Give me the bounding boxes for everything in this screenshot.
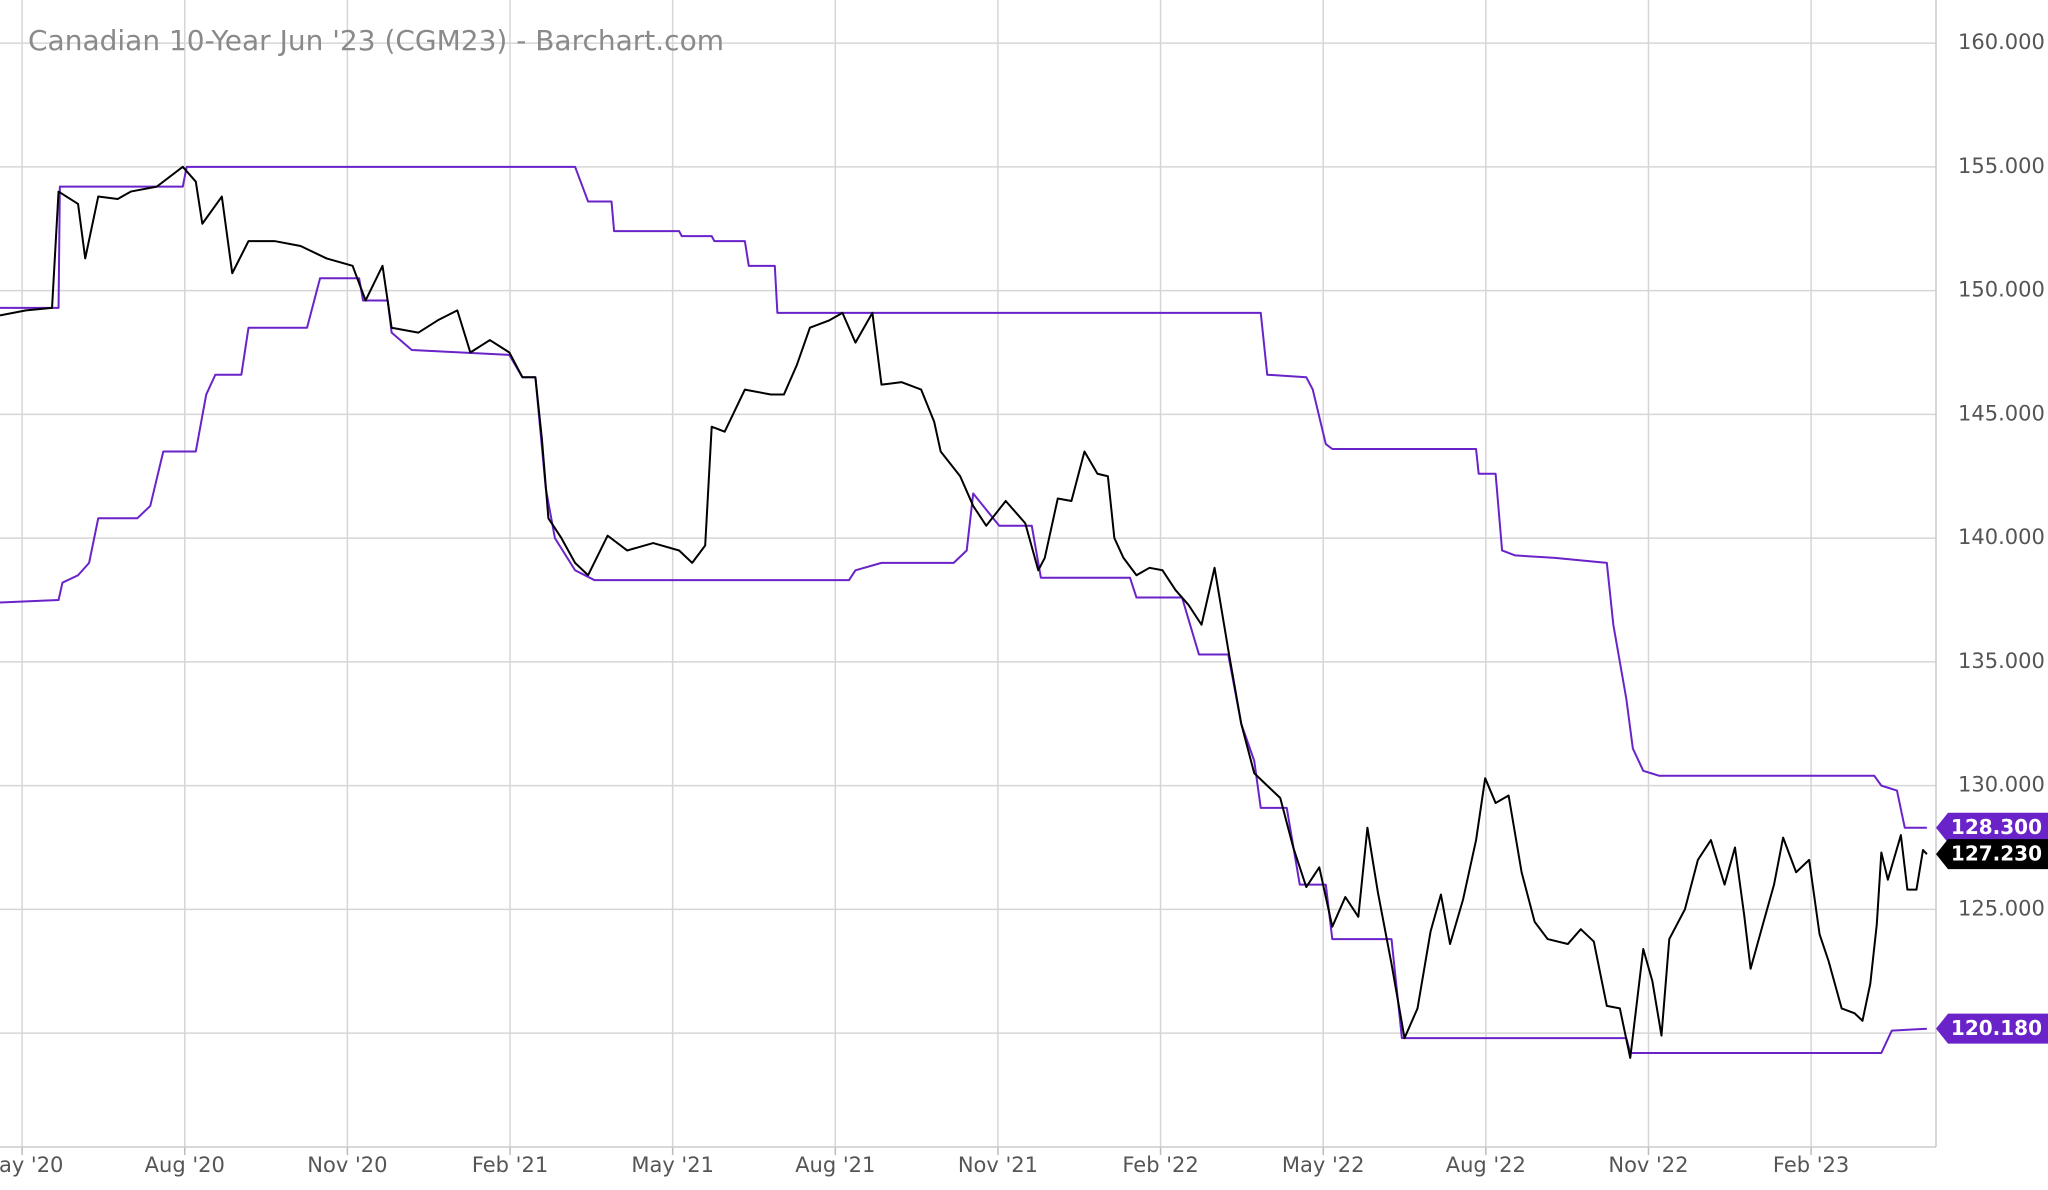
last-value-badge	[1936, 1013, 2048, 1044]
plot-area	[0, 165, 1928, 1059]
x-tick-label: Aug '21	[795, 1153, 875, 1177]
x-tick-label: May '21	[631, 1153, 714, 1177]
last-value-badge	[1936, 839, 2048, 870]
x-tick-label: Nov '21	[958, 1153, 1038, 1177]
price-line	[0, 277, 1927, 1054]
y-tick-label: 125.000	[1958, 896, 2045, 920]
price-line	[0, 165, 1928, 1059]
x-tick-label: Aug '22	[1446, 1153, 1526, 1177]
x-tick-label: Aug '20	[145, 1153, 225, 1177]
last-value-label: 127.230	[1951, 842, 2042, 866]
chart-title: Canadian 10-Year Jun '23 (CGM23) - Barch…	[28, 24, 724, 57]
last-value-label: 120.180	[1951, 1016, 2042, 1040]
x-tick-label: May '20	[0, 1153, 63, 1177]
y-tick-label: 150.000	[1958, 278, 2045, 302]
y-tick-label: 145.000	[1958, 401, 2045, 425]
y-tick-label: 135.000	[1958, 649, 2045, 673]
y-tick-label: 155.000	[1958, 154, 2045, 178]
last-value-label: 128.300	[1951, 815, 2042, 839]
last-value-badge	[1936, 812, 2048, 843]
x-tick-label: Feb '22	[1122, 1153, 1198, 1177]
y-tick-label: 140.000	[1958, 525, 2045, 549]
x-tick-label: Feb '21	[472, 1153, 548, 1177]
x-tick-label: Nov '20	[307, 1153, 387, 1177]
x-tick-label: Feb '23	[1773, 1153, 1849, 1177]
y-tick-label: 130.000	[1958, 773, 2045, 797]
x-tick-label: Nov '22	[1608, 1153, 1688, 1177]
x-tick-label: May '22	[1282, 1153, 1365, 1177]
y-tick-label: 160.000	[1958, 30, 2045, 54]
price-line	[0, 165, 1927, 829]
